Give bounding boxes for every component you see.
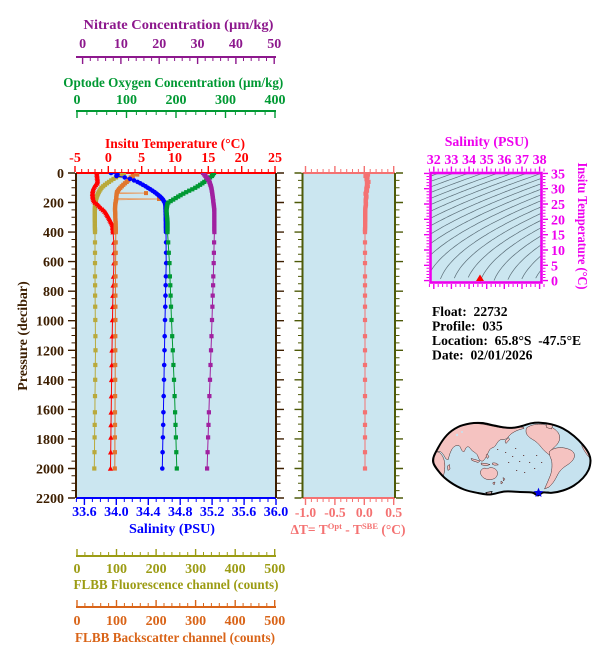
svg-text:25: 25	[551, 198, 565, 213]
svg-text:800: 800	[43, 285, 64, 300]
svg-text:200: 200	[146, 562, 167, 577]
svg-text:34.0: 34.0	[104, 505, 129, 520]
svg-text:5: 5	[138, 151, 145, 166]
svg-text:34: 34	[462, 153, 476, 168]
svg-text:0: 0	[105, 151, 112, 166]
svg-text:100: 100	[106, 562, 127, 577]
svg-text:1800: 1800	[36, 433, 64, 448]
svg-text:Insitu Temperature (°C): Insitu Temperature (°C)	[105, 137, 245, 152]
svg-text:500: 500	[264, 614, 285, 629]
svg-text:10: 10	[168, 151, 182, 166]
svg-text:0.0: 0.0	[356, 505, 373, 520]
svg-text:0: 0	[57, 167, 64, 182]
svg-text:10: 10	[551, 244, 565, 259]
svg-text:-5: -5	[69, 151, 81, 166]
svg-text:Float: 22732: Float: 22732	[432, 304, 508, 319]
svg-text:50: 50	[267, 37, 281, 52]
svg-text:0: 0	[74, 562, 81, 577]
svg-text:34.8: 34.8	[168, 505, 193, 520]
svg-text:5: 5	[551, 259, 558, 274]
svg-text:300: 300	[185, 614, 206, 629]
svg-text:0: 0	[74, 93, 81, 108]
svg-text:1400: 1400	[36, 374, 64, 389]
svg-text:600: 600	[43, 256, 64, 271]
svg-text:0: 0	[551, 275, 558, 290]
svg-text:Nitrate Concentration (µm/kg): Nitrate Concentration (µm/kg)	[84, 18, 274, 33]
svg-text:36: 36	[497, 153, 511, 168]
svg-text:38: 38	[533, 153, 547, 168]
svg-text:400: 400	[225, 614, 246, 629]
svg-text:200: 200	[146, 614, 167, 629]
svg-text:30: 30	[191, 37, 205, 52]
svg-text:-0.5: -0.5	[324, 505, 346, 520]
svg-text:100: 100	[106, 614, 127, 629]
svg-text:20: 20	[152, 37, 166, 52]
svg-text:200: 200	[166, 93, 187, 108]
svg-text:Salinity (PSU): Salinity (PSU)	[445, 135, 529, 150]
svg-text:100: 100	[116, 93, 137, 108]
svg-text:33.6: 33.6	[72, 505, 97, 520]
svg-text:15: 15	[201, 151, 215, 166]
svg-text:35.6: 35.6	[232, 505, 257, 520]
svg-text:15: 15	[551, 229, 565, 244]
svg-text:200: 200	[43, 197, 64, 212]
svg-text:500: 500	[264, 562, 285, 577]
svg-text:0.5: 0.5	[385, 505, 402, 520]
svg-text:300: 300	[185, 562, 206, 577]
svg-text:2000: 2000	[36, 462, 64, 477]
svg-text:1600: 1600	[36, 403, 64, 418]
svg-text:10: 10	[114, 37, 128, 52]
svg-text:Optode Oxygen Concentration (µ: Optode Oxygen Concentration (µm/kg)	[63, 76, 283, 91]
svg-text:20: 20	[235, 151, 249, 166]
svg-text:30: 30	[551, 183, 565, 198]
svg-text:37: 37	[515, 153, 529, 168]
svg-text:Insitu Temperature (°C): Insitu Temperature (°C)	[574, 163, 589, 290]
svg-text:40: 40	[229, 37, 243, 52]
svg-text:1000: 1000	[36, 315, 64, 330]
svg-text:32: 32	[427, 153, 441, 168]
svg-text:34.4: 34.4	[136, 505, 161, 520]
svg-text:300: 300	[215, 93, 236, 108]
svg-text:Salinity (PSU): Salinity (PSU)	[129, 522, 215, 537]
svg-text:ΔT= TOpt - TSBE (°C): ΔT= TOpt - TSBE (°C)	[290, 521, 405, 537]
svg-text:25: 25	[268, 151, 282, 166]
svg-text:400: 400	[225, 562, 246, 577]
svg-text:20: 20	[551, 213, 565, 228]
svg-text:35.2: 35.2	[200, 505, 225, 520]
svg-text:400: 400	[265, 93, 286, 108]
svg-text:2200: 2200	[36, 492, 64, 507]
svg-text:35: 35	[551, 167, 565, 182]
svg-text:FLBB Backscatter channel (coun: FLBB Backscatter channel (counts)	[75, 631, 275, 646]
svg-text:35: 35	[480, 153, 494, 168]
svg-text:Pressure (decibar): Pressure (decibar)	[16, 281, 31, 391]
svg-text:33: 33	[444, 153, 458, 168]
svg-text:0: 0	[79, 37, 86, 52]
svg-text:1200: 1200	[36, 344, 64, 359]
svg-text:-1.0: -1.0	[295, 505, 317, 520]
svg-text:36.0: 36.0	[264, 505, 289, 520]
svg-text:0: 0	[74, 614, 81, 629]
svg-text:400: 400	[43, 226, 64, 241]
svg-text:FLBB Fluorescence channel (cou: FLBB Fluorescence channel (counts)	[74, 578, 279, 593]
svg-text:Profile: 035: Profile: 035	[432, 319, 503, 334]
svg-text:Location: 65.8°S -47.5°E: Location: 65.8°S -47.5°E	[432, 333, 581, 348]
svg-text:Date: 02/01/2026: Date: 02/01/2026	[432, 348, 533, 363]
